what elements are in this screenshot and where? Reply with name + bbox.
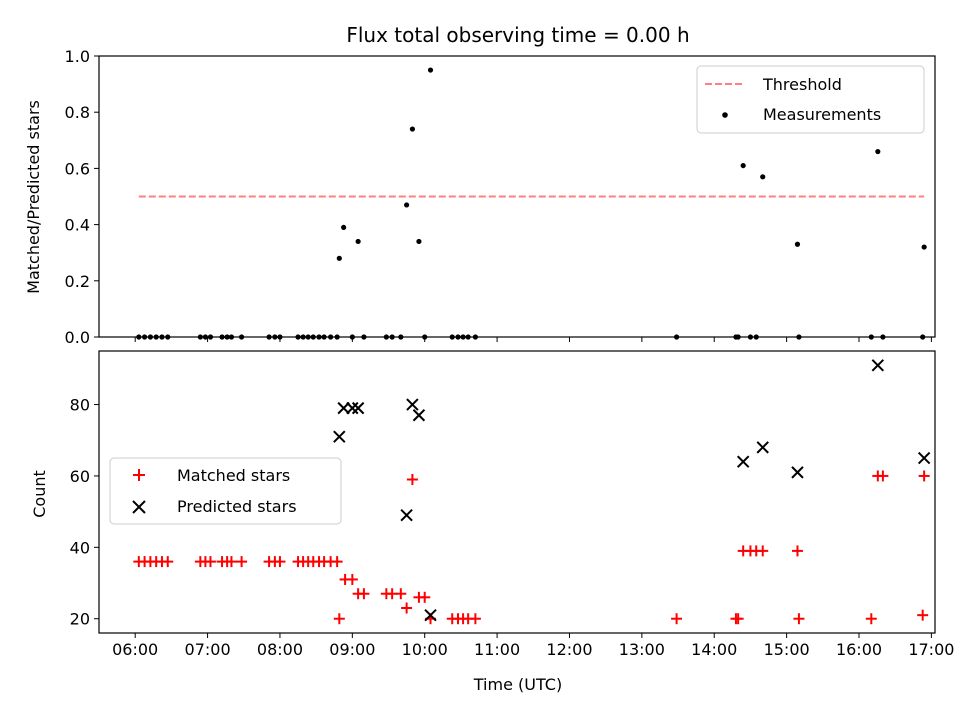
measurement-point [336, 255, 342, 261]
count-x-tick-label: 10:00 [402, 640, 448, 659]
predicted-stars-point [400, 508, 413, 522]
measurement-point [921, 244, 927, 250]
ratio-y-tick-label: 0.2 [65, 272, 90, 291]
count-y-tick-label: 40 [70, 538, 90, 557]
measurement-point [427, 67, 434, 73]
ratio-panel: Flux total observing time = 0.00 h Match… [24, 23, 936, 347]
count-axis-ticks: 06:00 07:00 08:00 09:00 10:00 11:00 12:00 13:00… [70, 396, 955, 659]
matched-stars-point [225, 556, 237, 568]
legend-predicted-label: Predicted stars [177, 497, 297, 516]
count-x-tick-label: 07:00 [185, 640, 231, 659]
count-x-tick-label: 14:00 [691, 640, 737, 659]
count-x-tick-label: 06:00 [112, 640, 158, 659]
count-x-tick-label: 15:00 [764, 640, 810, 659]
legend-predicted-swatch [132, 500, 146, 514]
legend-measurements-swatch [722, 112, 728, 118]
ratio-y-axis-label: Matched/Predicted stars [24, 100, 43, 294]
count-plot-frame [98, 350, 936, 634]
count-panel: Count Time (UTC) 06:00 07:00 08:00 09:00 10:… [30, 350, 955, 694]
ratio-legend: Threshold Measurements [696, 65, 925, 134]
matched-stars-point [331, 556, 343, 568]
predicted-stars-point [756, 441, 769, 454]
count-y-tick-label: 20 [70, 610, 90, 629]
matched-stars-point [236, 556, 248, 568]
measurement-point [416, 238, 422, 245]
matched-stars-point [671, 613, 683, 625]
count-y-tick-label: 80 [70, 396, 90, 415]
predicted-stars-point [424, 608, 437, 622]
ratio-y-tick-label: 0.8 [65, 103, 90, 122]
matched-stars-point [346, 573, 358, 585]
count-x-tick-label: 11:00 [474, 640, 520, 659]
matched-stars-point [406, 474, 418, 486]
measurement-point [875, 148, 881, 155]
matched-stars-point [401, 602, 413, 614]
matched-stars-point [732, 613, 744, 625]
matched-stars-point [877, 470, 889, 482]
measurement-point [760, 174, 766, 180]
matched-stars-point [333, 613, 345, 625]
matched-stars-point [918, 470, 930, 482]
ratio-y-tick-label: 1.0 [65, 47, 90, 66]
matched-stars-point [793, 613, 805, 625]
predicted-stars-point [791, 466, 804, 479]
count-legend: Matched stars Predicted stars [109, 457, 342, 525]
measurement-point [409, 126, 416, 132]
count-x-tick-label: 08:00 [257, 640, 303, 659]
ratio-legend-box [696, 65, 925, 134]
count-x-tick-label: 12:00 [546, 640, 592, 659]
predicted-stars-point [346, 401, 359, 415]
count-plot-marks [133, 359, 931, 625]
legend-threshold-label: Threshold [762, 75, 842, 94]
time-x-axis-label: Time (UTC) [473, 675, 562, 694]
measurement-point [794, 241, 801, 247]
matched-stars-point [204, 556, 216, 568]
predicted-stars-point [351, 401, 365, 415]
matched-stars-point [917, 609, 929, 621]
ratio-plot-frame [98, 55, 936, 338]
ratio-y-tick-label: 0.0 [65, 328, 90, 347]
predicted-stars-point [736, 455, 750, 468]
count-y-axis-label: Count [30, 470, 49, 518]
ratio-y-tick-label: 0.4 [65, 216, 90, 235]
chart-title: Flux total observing time = 0.00 h [346, 23, 689, 47]
legend-matched-label: Matched stars [177, 466, 290, 485]
legend-matched-swatch [133, 469, 145, 481]
matched-stars-point [162, 556, 174, 568]
matched-stars-point [757, 545, 769, 557]
predicted-stars-point [406, 398, 419, 411]
legend-measurements-label: Measurements [763, 105, 881, 124]
count-legend-box [109, 457, 342, 525]
ratio-y-tick-label: 0.6 [65, 159, 90, 178]
ratio-axis-ticks: 0.0 0.2 0.4 0.6 0.8 1.0 [65, 47, 932, 347]
count-x-tick-label: 13:00 [619, 640, 665, 659]
count-x-tick-label: 17:00 [908, 640, 954, 659]
measurement-point [404, 202, 410, 208]
count-x-tick-label: 09:00 [329, 640, 375, 659]
measurement-point [740, 162, 746, 169]
predicted-stars-point [871, 359, 885, 372]
matched-stars-point [419, 591, 431, 603]
measurement-point [341, 224, 347, 231]
predicted-stars-point [412, 409, 426, 422]
count-x-tick-label: 16:00 [836, 640, 882, 659]
predicted-stars-point [333, 430, 346, 443]
measurement-point [355, 238, 361, 245]
predicted-stars-point [917, 451, 931, 465]
matched-stars-point [274, 556, 286, 568]
matched-stars-point [395, 588, 407, 600]
matched-stars-point [358, 588, 370, 600]
count-y-tick-label: 60 [70, 467, 90, 486]
matched-stars-point [469, 613, 481, 625]
matched-stars-point [865, 613, 877, 625]
matched-stars-point [791, 545, 803, 557]
